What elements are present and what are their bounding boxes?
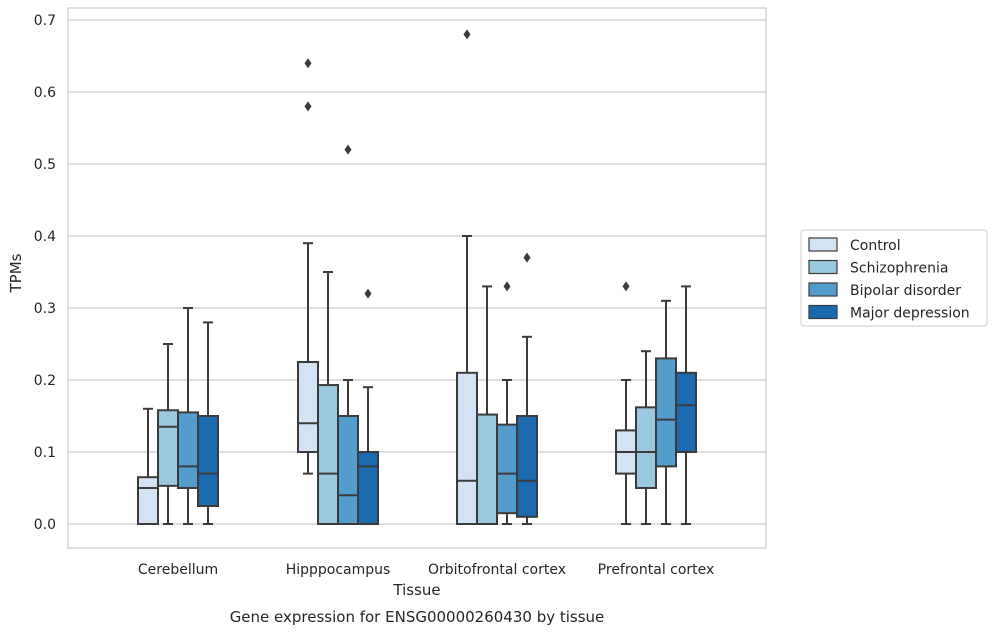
outlier-point bbox=[344, 144, 352, 155]
outlier-point bbox=[503, 281, 511, 292]
legend-label: Control bbox=[850, 238, 901, 254]
box-schizophrenia-0 bbox=[157, 343, 179, 525]
box-bipolar-disorder-1 bbox=[337, 144, 359, 525]
box-control-3 bbox=[615, 281, 637, 525]
outlier-point bbox=[622, 281, 630, 292]
box-iqr bbox=[357, 451, 379, 525]
legend-label: Bipolar disorder bbox=[850, 283, 961, 299]
legend-swatch bbox=[808, 304, 838, 320]
box-bipolar-disorder-2 bbox=[496, 281, 518, 525]
box-schizophrenia-1 bbox=[317, 271, 339, 526]
box-major-depression-2 bbox=[516, 252, 538, 525]
box-iqr bbox=[476, 413, 498, 525]
legend-swatch bbox=[808, 237, 838, 252]
box-control-0 bbox=[137, 407, 159, 526]
y-tick-label: 0.1 bbox=[34, 445, 56, 461]
box-iqr bbox=[157, 409, 179, 487]
boxes bbox=[137, 29, 697, 526]
y-tick-labels: 0.0 0.1 0.2 0.3 0.4 0.5 0.6 0.7 bbox=[34, 13, 56, 533]
outlier-point bbox=[364, 288, 372, 299]
box-bipolar-disorder-0 bbox=[177, 307, 199, 525]
y-tick-label: 0.0 bbox=[34, 517, 56, 533]
box-bipolar-disorder-3 bbox=[655, 299, 677, 525]
y-tick-label: 0.4 bbox=[34, 229, 56, 245]
y-tick-label: 0.3 bbox=[34, 301, 56, 317]
box-iqr bbox=[635, 406, 657, 489]
box-iqr bbox=[297, 361, 319, 453]
legend-label: Schizophrenia bbox=[850, 261, 948, 277]
outlier-point bbox=[463, 29, 471, 40]
y-axis-title: TPMs bbox=[7, 253, 25, 293]
box-iqr bbox=[675, 371, 697, 453]
plot-frame bbox=[67, 7, 767, 549]
x-axis-title: Tissue bbox=[392, 581, 440, 599]
outlier-point bbox=[304, 58, 312, 69]
legend-frame bbox=[800, 229, 988, 327]
box-schizophrenia-2 bbox=[476, 285, 498, 525]
y-tick-label: 0.7 bbox=[34, 13, 56, 29]
x-tick-labels: Cerebellum Hipppocampus Orbitofrontal cort… bbox=[138, 562, 714, 578]
box-iqr bbox=[655, 357, 677, 468]
box-control-2 bbox=[456, 29, 478, 525]
box-iqr bbox=[317, 384, 339, 526]
box-iqr bbox=[137, 476, 159, 526]
legend-label: Major depression bbox=[850, 306, 970, 322]
box-iqr bbox=[496, 423, 518, 515]
box-control-1 bbox=[297, 58, 319, 475]
x-tick-label: Orbitofrontal cortex bbox=[428, 562, 566, 578]
outlier-point bbox=[523, 252, 531, 263]
legend-swatch bbox=[808, 259, 838, 275]
box-major-depression-3 bbox=[675, 285, 697, 525]
legend-swatch bbox=[808, 282, 838, 297]
box-iqr bbox=[456, 371, 478, 525]
box-iqr bbox=[197, 415, 219, 507]
box-iqr bbox=[177, 411, 199, 489]
box-iqr bbox=[337, 415, 359, 525]
outlier-point bbox=[304, 101, 312, 112]
legend: Control Schizophrenia Bipolar disorder Majo… bbox=[800, 229, 988, 327]
y-tick-label: 0.2 bbox=[34, 373, 56, 389]
chart-caption: Gene expression for ENSG00000260430 by t… bbox=[230, 608, 605, 626]
x-tick-label: Cerebellum bbox=[138, 562, 218, 578]
box-major-depression-1 bbox=[357, 288, 379, 525]
box-major-depression-0 bbox=[197, 321, 219, 525]
x-tick-label: Hipppocampus bbox=[286, 562, 391, 578]
box-schizophrenia-3 bbox=[635, 350, 657, 525]
box-iqr bbox=[516, 415, 538, 518]
x-tick-label: Prefrontal cortex bbox=[598, 562, 715, 578]
y-tick-label: 0.5 bbox=[34, 157, 56, 173]
y-tick-label: 0.6 bbox=[34, 85, 56, 101]
